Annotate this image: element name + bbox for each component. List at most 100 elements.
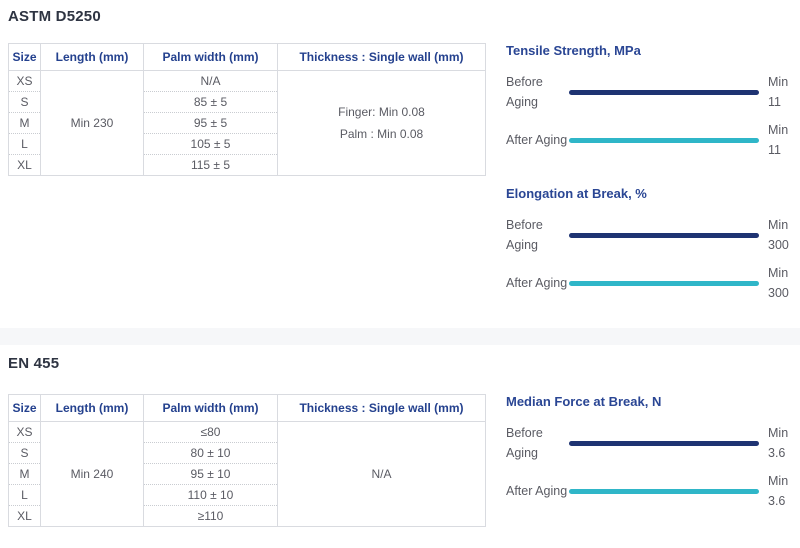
en455-metrics-panel: Median Force at Break, N Before Aging Mi…	[506, 394, 800, 511]
metric-row-before-aging: Before Aging Min 11	[506, 72, 795, 112]
metric-label: Before Aging	[506, 215, 569, 255]
column-header-size: Size	[8, 43, 41, 71]
metric-label-line: Before	[506, 218, 543, 232]
metric-value-line: Min	[768, 474, 789, 488]
table-row: M 95 ± 5	[8, 112, 486, 134]
thickness-line-palm: Palm : Min 0.08	[339, 127, 424, 141]
metric-bar	[569, 488, 759, 494]
size-cell: S	[8, 442, 41, 464]
metric-value: Min 3.6	[768, 471, 795, 511]
metric-value: Min 11	[768, 72, 795, 112]
column-header-length: Length (mm)	[40, 43, 144, 71]
metric-bar	[569, 137, 759, 143]
size-cell: XS	[8, 70, 41, 92]
metric-value: Min 11	[768, 120, 795, 160]
table-row: XL ≥110	[8, 505, 486, 527]
metric-row-before-aging: Before Aging Min 300	[506, 215, 795, 255]
metric-label-line: Aging	[506, 95, 538, 109]
table-row: M 95 ± 10	[8, 463, 486, 485]
section-title-en455: EN 455	[8, 355, 60, 372]
en455-size-table: Size Length (mm) Palm width (mm) Thickne…	[8, 394, 486, 527]
palm-width-cell: 105 ± 5	[143, 133, 278, 155]
metric-title: Tensile Strength, MPa	[506, 43, 641, 58]
metric-title: Elongation at Break, %	[506, 186, 647, 201]
size-cell: L	[8, 133, 41, 155]
metric-title: Median Force at Break, N	[506, 394, 662, 409]
metric-group-elongation: Elongation at Break, % Before Aging Min …	[506, 186, 795, 303]
metric-bar	[569, 232, 759, 238]
palm-width-cell: ≤80	[143, 421, 278, 443]
metric-label: After Aging	[506, 273, 569, 293]
thickness-merged-cell: Finger: Min 0.08 Palm : Min 0.08	[277, 70, 486, 176]
thickness-line-finger: Finger: Min 0.08	[338, 105, 425, 119]
metric-value-line: 300	[768, 238, 789, 252]
column-header-palm-width: Palm width (mm)	[143, 394, 278, 422]
metric-label-line: Aging	[506, 446, 538, 460]
column-header-length: Length (mm)	[40, 394, 144, 422]
metric-label-line: After Aging	[506, 484, 568, 498]
metric-value-line: Min	[768, 426, 789, 440]
size-cell: XS	[8, 421, 41, 443]
table-row: L 110 ± 10	[8, 484, 486, 506]
metric-label-line: Before	[506, 426, 543, 440]
size-cell: L	[8, 484, 41, 506]
metric-value: Min 300	[768, 215, 795, 255]
metric-label-line: After Aging	[506, 133, 568, 147]
metric-row-after-aging: After Aging Min 300	[506, 263, 795, 303]
table-row: XS Min 230 N/A Finger: Min 0.08 Palm : M…	[8, 70, 486, 176]
section-en-455: EN 455 Size Length (mm) Palm width (mm) …	[0, 345, 800, 527]
astm-size-table: Size Length (mm) Palm width (mm) Thickne…	[8, 43, 486, 176]
palm-width-cell: ≥110	[143, 505, 278, 527]
size-cell: M	[8, 112, 41, 134]
column-header-size: Size	[8, 394, 41, 422]
palm-width-cell: 95 ± 5	[143, 112, 278, 134]
metric-value-line: 11	[768, 143, 781, 157]
metric-label: Before Aging	[506, 72, 569, 112]
metric-value-line: Min	[768, 75, 789, 89]
size-cell: XL	[8, 154, 41, 176]
metric-label-line: After Aging	[506, 276, 568, 290]
palm-width-cell: 110 ± 10	[143, 484, 278, 506]
metric-row-after-aging: After Aging Min 3.6	[506, 471, 795, 511]
astm-section-body: Size Length (mm) Palm width (mm) Thickne…	[8, 43, 800, 303]
metric-group-tensile-strength: Tensile Strength, MPa Before Aging Min 1…	[506, 43, 795, 160]
en455-section-body: Size Length (mm) Palm width (mm) Thickne…	[8, 394, 800, 527]
palm-width-cell: 85 ± 5	[143, 91, 278, 113]
thickness-line: N/A	[371, 467, 392, 481]
metric-row-before-aging: Before Aging Min 3.6	[506, 423, 795, 463]
table-row: S 80 ± 10	[8, 442, 486, 464]
metric-group-median-force: Median Force at Break, N Before Aging Mi…	[506, 394, 795, 511]
metric-label: Before Aging	[506, 423, 569, 463]
thickness-merged-cell: N/A	[277, 421, 486, 527]
metric-bar	[569, 280, 759, 286]
table-row: XL 115 ± 5	[8, 154, 486, 176]
section-divider	[0, 328, 800, 345]
column-header-palm-width: Palm width (mm)	[143, 43, 278, 71]
metric-value: Min 300	[768, 263, 795, 303]
metric-value-line: Min	[768, 123, 789, 137]
metric-value: Min 3.6	[768, 423, 795, 463]
metric-value-line: 3.6	[768, 494, 786, 508]
palm-width-cell: 80 ± 10	[143, 442, 278, 464]
table-row: XS Min 240 ≤80 N/A	[8, 421, 486, 527]
table-row: L 105 ± 5	[8, 133, 486, 155]
metric-bar	[569, 89, 759, 95]
length-merged-cell: Min 240	[40, 421, 144, 527]
metric-label: After Aging	[506, 130, 569, 150]
metric-value-line: 11	[768, 95, 781, 109]
column-header-thickness: Thickness : Single wall (mm)	[277, 394, 486, 422]
palm-width-cell: 115 ± 5	[143, 154, 278, 176]
palm-width-cell: N/A	[143, 70, 278, 92]
palm-width-cell: 95 ± 10	[143, 463, 278, 485]
size-cell: M	[8, 463, 41, 485]
metric-value-line: 300	[768, 286, 789, 300]
size-cell: XL	[8, 505, 41, 527]
astm-metrics-panel: Tensile Strength, MPa Before Aging Min 1…	[506, 43, 800, 303]
metric-label: After Aging	[506, 481, 569, 501]
column-header-thickness: Thickness : Single wall (mm)	[277, 43, 486, 71]
metric-bar	[569, 440, 759, 446]
section-astm-d5250: ASTM D5250 Size Length (mm) Palm width (…	[8, 8, 800, 303]
metric-label-line: Aging	[506, 238, 538, 252]
metric-row-after-aging: After Aging Min 11	[506, 120, 795, 160]
